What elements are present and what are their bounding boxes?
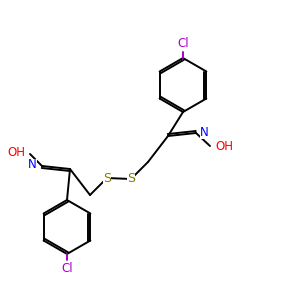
Text: Cl: Cl <box>61 262 73 275</box>
Text: N: N <box>200 125 209 139</box>
Text: OH: OH <box>7 146 25 160</box>
Text: S: S <box>103 172 111 184</box>
Text: Cl: Cl <box>177 37 189 50</box>
Text: N: N <box>28 158 37 172</box>
Text: S: S <box>127 172 135 185</box>
Text: OH: OH <box>215 140 233 154</box>
